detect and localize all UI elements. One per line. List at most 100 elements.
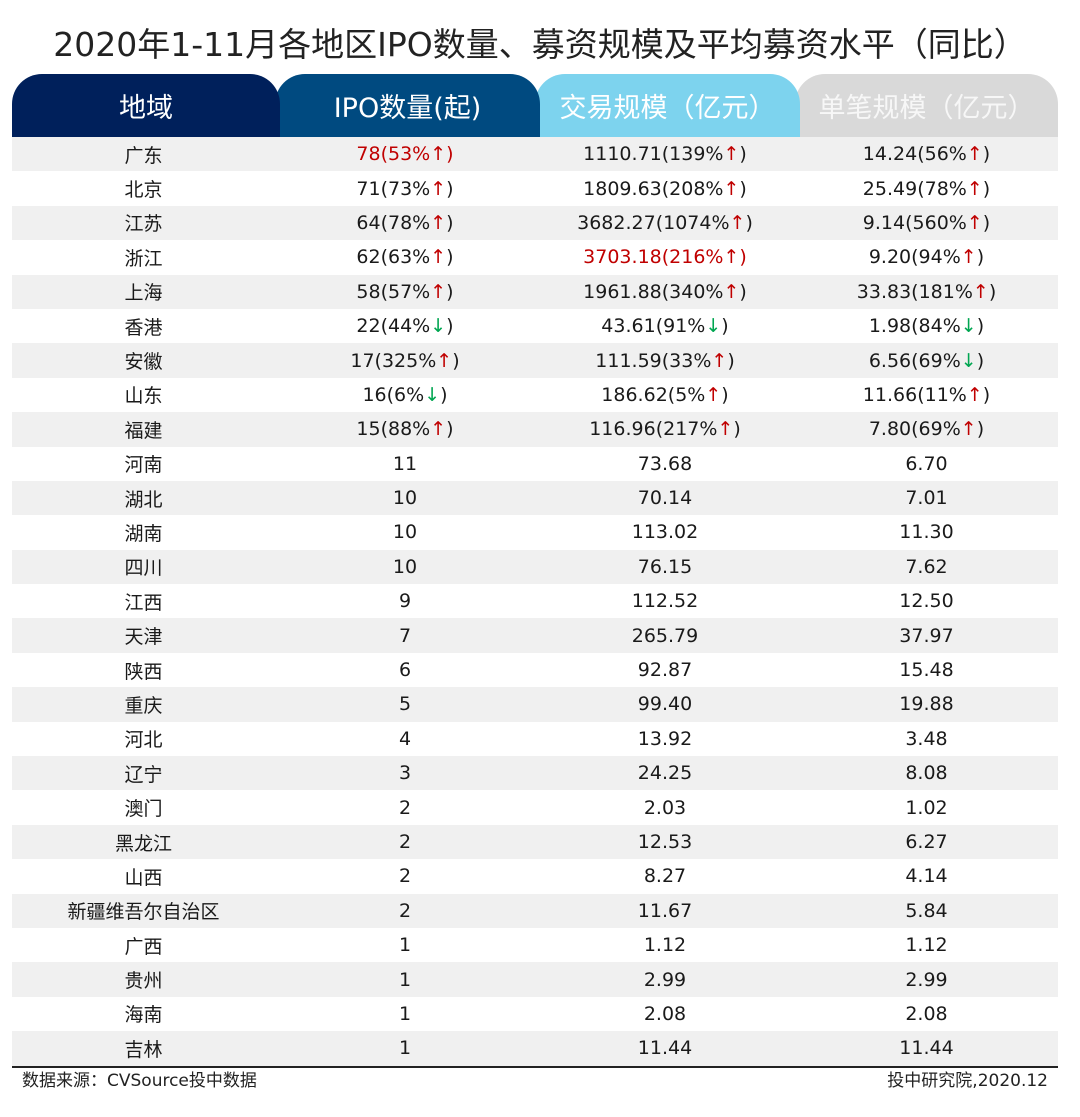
arrow-up-icon: ↑ [723,177,740,200]
header-trade-scale: 交易规模（亿元） [535,74,800,137]
region-cell: 澳门 [12,794,275,821]
chart-title: 2020年1-11月各地区IPO数量、募资规模及平均募资水平（同比） [53,25,1027,64]
trade-scale-cell: 24.25 [535,762,795,784]
table-row: 重庆 5 99.40 19.88 [12,687,1058,722]
single-scale-cell: 7.01 [795,487,1058,509]
table-row: 四川 10 76.15 7.62 [12,549,1058,585]
arrow-up-icon: ↑ [705,383,722,406]
single-scale-cell: 9.14(560%↑) [795,212,1058,234]
close-paren: ) [745,211,753,234]
region-cell-value: 江苏 [124,213,163,236]
arrow-up-icon: ↑ [436,349,453,372]
ipo-count-cell-value: 1 [398,1002,412,1025]
arrow-up-icon: ↑ [729,211,746,234]
ipo-count-cell: 1 [275,969,535,991]
region-cell-value: 山西 [124,866,163,889]
single-scale-cell-value: 33.83(181% [856,280,973,303]
ipo-count-cell-value: 2 [398,831,412,853]
single-scale-cell-value: 6.27 [905,831,948,853]
single-scale-cell-value: 37.97 [899,624,954,647]
region-cell: 山西 [12,863,275,890]
single-scale-cell: 37.97 [795,625,1058,647]
arrow-up-icon: ↑ [960,246,977,269]
ipo-count-cell-value: 78(53% [356,143,431,166]
region-cell-value: 广东 [124,144,163,167]
region-cell: 上海 [12,278,275,305]
table-row: 黑龙江 2 12.53 6.27 [12,824,1058,860]
arrow-up-icon: ↑ [430,143,447,166]
bottom-rule [12,1065,1058,1068]
table-row: 辽宁 3 24.25 8.08 [12,756,1058,791]
ipo-count-cell: 22(44%↓) [275,315,535,337]
ipo-count-cell: 16(6%↓) [275,384,535,406]
table-row: 福建 15(88%↑) 116.96(217%↑) 7.80(69%↑) [12,412,1058,447]
arrow-up-icon: ↑ [711,349,728,372]
trade-scale-cell-value: 2.08 [643,1002,687,1025]
ipo-count-cell-value: 1 [398,1037,412,1060]
region-cell: 山东 [12,381,275,408]
trade-scale-cell-value: 8.27 [643,865,687,888]
trade-scale-cell-value: 11.44 [637,1037,693,1060]
trade-scale-cell: 2.03 [535,797,795,819]
region-cell: 广西 [12,932,275,959]
ipo-count-cell-value: 10 [392,555,418,578]
region-cell: 湖北 [12,485,275,512]
single-scale-cell: 6.27 [795,831,1058,853]
table-header: 地域 IPO数量(起) 交易规模（亿元） 单笔规模（亿元） [12,74,1058,137]
credit-note: 投中研究院,2020.12 [887,1071,1048,1091]
trade-scale-cell-value: 1.12 [643,934,687,957]
arrow-up-icon: ↑ [966,177,983,200]
trade-scale-cell: 13.92 [535,728,795,750]
trade-scale-cell-value: 113.02 [631,521,699,544]
trade-scale-cell-value: 111.59(33% [595,349,712,372]
region-cell: 湖南 [12,519,275,546]
trade-scale-cell-value: 186.62(5% [601,383,706,406]
region-cell-value: 上海 [124,282,163,305]
table-row: 海南 1 2.08 2.08 [12,997,1058,1031]
single-scale-cell: 19.88 [795,693,1058,715]
trade-scale-cell-value: 1110.71(139% [583,143,724,166]
trade-scale-cell-value: 3703.18(216% [583,246,724,269]
ipo-count-cell-value: 1 [398,934,412,957]
single-scale-cell-value: 9.20(94% [868,246,961,269]
single-scale-cell-value: 5.84 [905,899,948,922]
arrow-up-icon: ↑ [430,280,447,303]
table-row: 广东 78(53%↑) 1110.71(139%↑) 14.24(56%↑) [12,137,1058,172]
region-cell: 福建 [12,416,275,443]
region-cell-value: 重庆 [124,694,163,717]
trade-scale-cell: 1809.63(208%↑) [535,178,795,200]
close-paren: ) [976,315,985,338]
ipo-count-cell: 2 [275,831,535,853]
region-cell: 江西 [12,588,275,615]
ipo-count-cell-value: 6 [398,659,412,682]
table-row: 江苏 64(78%↑) 3682.27(1074%↑) 9.14(560%↑) [12,205,1058,241]
table-row: 山西 2 8.27 4.14 [12,859,1058,893]
trade-scale-cell: 11.44 [535,1037,795,1059]
close-paren: ) [982,177,991,200]
table-row: 陕西 6 92.87 15.48 [12,653,1058,687]
region-cell: 河南 [12,450,275,477]
close-paren: ) [440,383,448,406]
trade-scale-cell: 43.61(91%↓) [535,315,795,337]
region-cell-value: 新疆维吾尔自治区 [67,901,220,924]
region-cell-value: 吉林 [124,1038,163,1061]
ipo-count-cell-value: 2 [398,899,412,922]
ipo-count-cell: 58(57%↑) [275,281,535,303]
trade-scale-cell-value: 265.79 [631,624,699,647]
trade-scale-cell: 1961.88(340%↑) [535,281,795,303]
close-paren: ) [446,143,454,166]
single-scale-cell: 7.80(69%↑) [795,418,1058,440]
close-paren: ) [446,280,454,303]
single-scale-cell: 33.83(181%↑) [795,281,1058,303]
table-row: 安徽 17(325%↑) 111.59(33%↑) 6.56(69%↓) [12,343,1058,378]
single-scale-cell-value: 4.14 [905,865,948,888]
ipo-count-cell-value: 22(44% [356,315,431,338]
header-region: 地域 [12,74,280,137]
trade-scale-cell-value: 12.53 [637,831,693,853]
close-paren: ) [721,315,729,338]
trade-scale-cell: 2.08 [535,1003,795,1025]
region-cell: 北京 [12,175,275,202]
table-row: 上海 58(57%↑) 1961.88(340%↑) 33.83(181%↑) [12,274,1058,309]
ipo-count-cell-value: 10 [392,487,418,510]
region-cell-value: 北京 [124,179,163,202]
